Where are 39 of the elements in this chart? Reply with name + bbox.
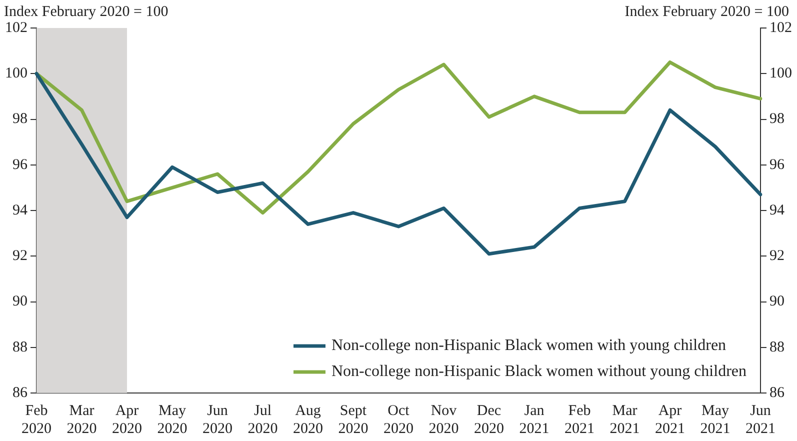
x-tick-label: Aug 2020 [293, 402, 323, 437]
x-tick-label: May 2020 [157, 402, 188, 437]
x-tick-label: Nov 2020 [428, 402, 459, 437]
legend-label: Non-college non-Hispanic Black women without young children [331, 363, 746, 380]
y2-tick-label: 88 [770, 339, 784, 356]
y-tick-label: 88 [12, 339, 28, 356]
y-tick-label: 98 [12, 111, 28, 128]
y2-tick-label: 96 [770, 156, 785, 173]
y2-tick-label: 92 [770, 248, 784, 264]
y2-tick-label: 94 [770, 202, 785, 218]
x-tick-label: Feb 2021 [564, 402, 594, 437]
y2-tick-label: 98 [770, 111, 784, 128]
y-tick-label: 92 [12, 248, 28, 264]
x-tick-label: Mar 2020 [66, 402, 97, 437]
legend-label: Non-college non-Hispanic Black women with young children [331, 337, 726, 354]
x-tick-label: Dec 2020 [474, 402, 504, 437]
y-tick-label: 102 [5, 20, 28, 36]
y2-axis-title: Index February 2020 = 100 [624, 4, 789, 21]
y-tick-label: 100 [5, 66, 28, 82]
x-tick-label: Feb 2020 [22, 402, 52, 437]
x-tick-label: Jul 2020 [248, 402, 278, 437]
y-axis-title: Index February 2020 = 100 [4, 4, 168, 21]
y-tick-label: 94 [12, 202, 28, 218]
y2-tick-label: 86 [770, 384, 785, 401]
y-tick-label: 90 [12, 294, 28, 310]
x-tick-label: May 2021 [700, 402, 730, 437]
x-tick-label: Jan 2021 [519, 402, 550, 437]
x-tick-label: Jun 2021 [746, 402, 776, 437]
y-tick-label: 86 [12, 384, 28, 401]
y-tick-label: 96 [12, 156, 28, 173]
x-tick-label: Oct 2020 [384, 402, 414, 437]
x-tick-label: Jun 2020 [202, 402, 232, 437]
x-tick-label: Apr 2021 [655, 402, 685, 437]
y2-tick-label: 90 [770, 294, 784, 310]
x-tick-label: Apr 2020 [112, 402, 142, 437]
x-tick-label: Sept 2020 [338, 402, 368, 437]
x-tick-label: Mar 2021 [610, 402, 640, 437]
y2-tick-label: 102 [770, 20, 792, 36]
y2-tick-label: 100 [770, 66, 792, 82]
